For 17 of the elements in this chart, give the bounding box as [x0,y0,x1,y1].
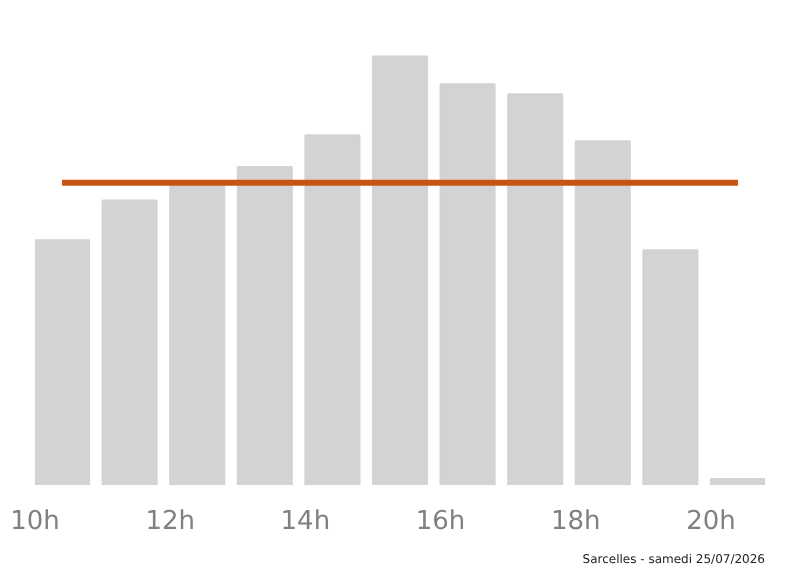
bar [101,199,158,485]
x-tick-label: 16h [415,507,466,537]
bar [35,239,91,485]
bar [371,55,429,485]
bar [642,249,699,485]
bar [304,134,361,485]
bar [507,93,564,485]
bar [169,184,226,485]
x-tick-label: 20h [686,507,736,537]
bar [574,140,631,485]
bar [709,478,765,485]
x-tick-label: 18h [550,507,601,537]
bar [236,166,293,485]
x-tick-label: 12h [145,507,195,537]
bar [439,83,496,485]
x-tick-label: 14h [280,507,331,537]
x-tick-label: 10h [10,507,60,537]
